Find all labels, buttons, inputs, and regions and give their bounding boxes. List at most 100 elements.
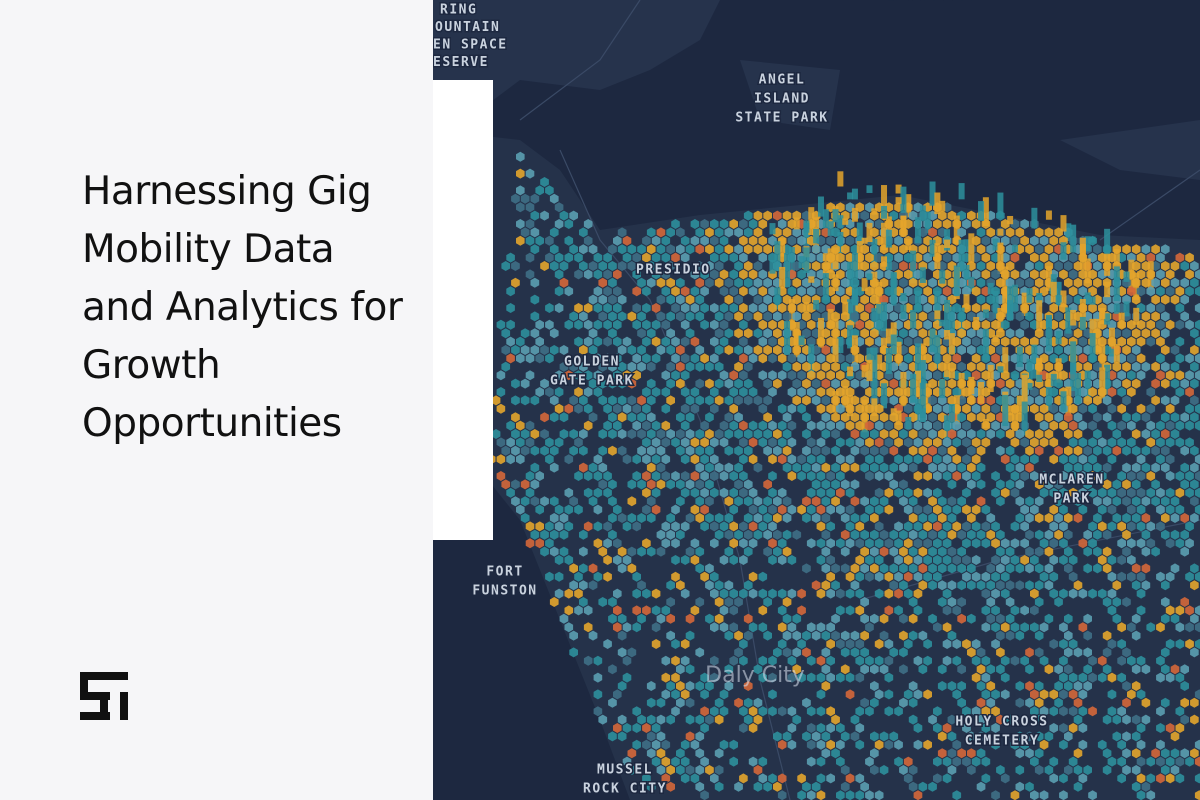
hex — [579, 563, 588, 574]
hex — [1010, 437, 1020, 448]
hex — [739, 353, 748, 364]
hex — [1025, 731, 1034, 742]
hex — [1161, 529, 1170, 540]
hex — [496, 319, 506, 330]
hex — [695, 714, 705, 725]
hex — [874, 739, 884, 750]
hex — [753, 328, 763, 339]
hex — [719, 739, 729, 750]
hex — [632, 420, 641, 431]
hex — [1194, 286, 1200, 297]
hex — [1156, 773, 1165, 784]
hex — [724, 277, 734, 288]
hex — [865, 571, 874, 582]
hex — [554, 303, 564, 313]
hex — [656, 429, 666, 439]
hex — [826, 504, 835, 515]
hex — [1180, 664, 1189, 675]
hex — [734, 227, 743, 238]
hex — [564, 454, 574, 465]
hex — [710, 403, 719, 414]
hex-column — [982, 197, 989, 227]
hex — [976, 462, 986, 473]
hex — [710, 235, 719, 246]
hex-column — [1099, 344, 1106, 368]
hex — [710, 319, 719, 330]
hex-column — [997, 192, 1004, 218]
hex — [782, 429, 792, 439]
hex — [608, 412, 617, 423]
hex — [806, 387, 816, 397]
hex — [676, 496, 685, 507]
hex — [1000, 588, 1010, 599]
hex — [962, 538, 971, 549]
hex — [1015, 731, 1025, 742]
hex — [705, 580, 714, 591]
hex — [1175, 437, 1185, 448]
hex — [646, 328, 656, 339]
hex — [685, 765, 695, 775]
hex-column — [919, 382, 926, 418]
hex — [516, 202, 525, 213]
hex — [855, 655, 865, 666]
hex — [773, 311, 782, 322]
hex — [1034, 630, 1044, 641]
hex — [1107, 403, 1117, 414]
hex — [753, 697, 763, 708]
hex — [976, 647, 986, 658]
hex-column — [784, 253, 791, 288]
hex — [913, 605, 923, 616]
hex — [1131, 345, 1141, 355]
hex — [739, 319, 748, 330]
hex — [632, 622, 641, 633]
hex — [991, 319, 1000, 330]
hex-column — [779, 238, 786, 257]
hex — [1054, 529, 1063, 540]
hex — [748, 219, 758, 229]
hex — [593, 269, 603, 280]
hex — [1034, 731, 1044, 742]
hex — [967, 361, 976, 372]
hex — [1122, 513, 1131, 523]
hex — [608, 445, 617, 456]
hex — [971, 403, 981, 414]
hex — [1112, 378, 1122, 389]
hex — [976, 445, 986, 456]
hex — [1117, 672, 1126, 683]
hex — [865, 790, 874, 800]
hex — [1185, 571, 1194, 582]
hex — [908, 613, 918, 624]
hex — [1122, 378, 1131, 389]
hex — [1073, 462, 1083, 473]
hex — [1141, 580, 1151, 591]
hex — [1093, 529, 1102, 540]
hex — [1039, 571, 1049, 582]
hex — [899, 613, 908, 624]
hex-column — [1113, 266, 1120, 282]
hex-column — [1084, 370, 1091, 402]
hex — [1083, 445, 1092, 456]
hex-column — [958, 307, 965, 338]
hex — [642, 286, 651, 297]
hex — [622, 655, 632, 666]
hex — [952, 521, 962, 532]
hex — [831, 445, 840, 456]
hex — [637, 429, 646, 439]
hex — [1165, 723, 1175, 733]
hex — [710, 538, 719, 549]
hex — [1117, 521, 1126, 532]
hex — [1049, 437, 1059, 448]
hex — [850, 513, 860, 523]
hex-column — [948, 333, 955, 355]
hex — [860, 462, 869, 473]
hex — [685, 513, 695, 523]
hex — [1151, 496, 1160, 507]
hex — [564, 521, 574, 532]
hex — [637, 714, 646, 725]
hex — [608, 664, 617, 675]
hex — [865, 252, 874, 263]
hex — [545, 521, 554, 532]
hex — [545, 538, 554, 549]
hex — [1141, 429, 1151, 439]
